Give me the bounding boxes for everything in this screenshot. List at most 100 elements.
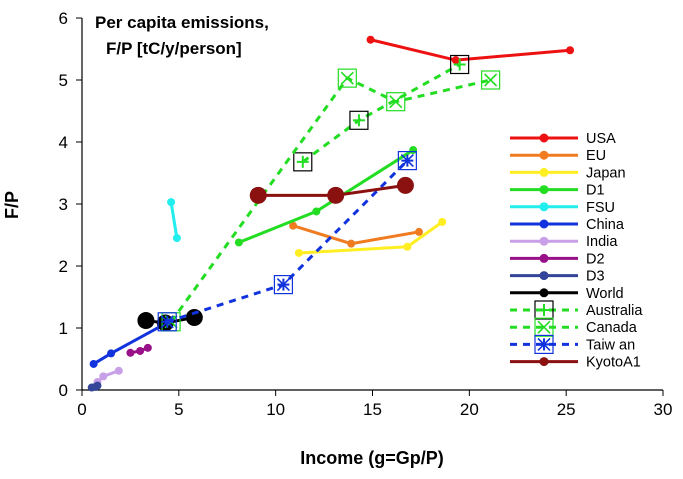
legend-item-d3: D3 [510, 269, 605, 285]
y-tick-label: 6 [59, 9, 68, 28]
legend-marker [539, 271, 549, 281]
data-point-eu [289, 221, 298, 230]
legend-item-kyotoa1: KyotoA1 [510, 355, 641, 371]
legend-item-china: China [510, 217, 625, 233]
data-point-canada [386, 92, 406, 112]
series-canada [161, 68, 501, 332]
legend-marker [534, 317, 554, 337]
x-tick-label: 0 [77, 400, 86, 419]
chart-title: Per capita emissions, [95, 13, 269, 32]
legend-item-japan: Japan [510, 165, 626, 181]
x-axis-title: Income (g=Gp/P) [300, 448, 444, 468]
legend-label: Canada [586, 320, 638, 336]
y-tick-label: 0 [59, 381, 68, 400]
data-point-kyotoa1 [327, 186, 345, 204]
data-point-australia [293, 152, 313, 172]
data-point-china [107, 349, 116, 358]
data-point-taiw-an [273, 275, 294, 295]
legend-label: FSU [586, 200, 615, 216]
y-axis-title: F/P [2, 191, 22, 219]
legend-marker [539, 357, 549, 367]
data-point-taiw-an [397, 151, 417, 171]
series-layer [87, 35, 575, 392]
title-box: Per capita emissions, F/P [tC/y/person] [90, 8, 328, 64]
legend-marker [534, 334, 554, 354]
legend-marker [539, 202, 549, 212]
legend-marker [539, 253, 549, 263]
legend-label: Australia [586, 303, 643, 319]
data-point-canada [337, 68, 357, 88]
legend-item-world: World [510, 286, 624, 302]
data-point-japan [438, 217, 447, 226]
legend-label: KyotoA1 [586, 355, 641, 371]
y-tick-label: 1 [59, 319, 68, 338]
legend-item-d1: D1 [510, 183, 605, 199]
data-point-d3 [93, 381, 102, 390]
series-eu [289, 221, 423, 248]
data-point-japan [403, 242, 412, 251]
legend-marker [539, 150, 549, 160]
data-point-australia [450, 54, 470, 75]
data-point-taiw-an [157, 312, 177, 332]
data-point-eu [347, 239, 356, 248]
series-line-canada [169, 76, 491, 323]
legend-marker [539, 167, 549, 177]
legend-label: India [586, 234, 618, 250]
legend-item-taiw-an: Taiw an [510, 334, 635, 354]
data-point-d1 [234, 238, 243, 247]
legend-marker [534, 300, 554, 320]
legend-label: China [586, 217, 625, 233]
legend-label: USA [586, 131, 616, 147]
legend-label: World [586, 286, 624, 302]
x-tick-label: 30 [654, 400, 673, 419]
series-kyotoa1 [249, 176, 414, 204]
data-point-fsu [167, 198, 176, 207]
legend-item-india: India [510, 234, 618, 250]
title-background [90, 8, 328, 64]
legend-marker [539, 236, 549, 246]
x-tick-label: 15 [363, 400, 382, 419]
y-tick-label: 5 [59, 71, 68, 90]
data-point-world [185, 308, 203, 326]
data-point-usa [366, 35, 375, 44]
data-point-fsu [172, 234, 181, 243]
data-point-d2 [143, 343, 152, 352]
series-d2 [126, 343, 152, 357]
tick-group: 0 5 10 15 20 25 30 0 1 2 3 4 5 6 [59, 9, 673, 419]
series-usa [366, 35, 575, 65]
x-tick-label: 5 [174, 400, 183, 419]
data-point-usa [566, 46, 575, 55]
legend-marker [539, 219, 549, 229]
x-tick-label: 25 [557, 400, 576, 419]
series-taiw-an [157, 151, 417, 332]
legend-label: Japan [586, 165, 626, 181]
x-tick-label: 10 [266, 400, 285, 419]
legend-label: D2 [586, 251, 605, 267]
legend-item-fsu: FSU [510, 200, 615, 216]
legend-item-eu: EU [510, 148, 606, 164]
y-tick-label: 3 [59, 195, 68, 214]
legend-label: Taiw an [586, 337, 635, 353]
legend-marker [539, 288, 549, 298]
data-point-australia [349, 110, 369, 130]
data-point-usa [451, 56, 460, 65]
series-australia [293, 54, 470, 172]
data-point-d1 [312, 207, 321, 216]
legend-item-canada: Canada [510, 317, 638, 337]
legend-label: D3 [586, 269, 605, 285]
legend-item-australia: Australia [510, 300, 643, 320]
legend-label: D1 [586, 183, 605, 199]
data-point-china [89, 359, 98, 368]
legend-label: EU [586, 148, 606, 164]
series-d1 [234, 146, 418, 247]
legend-marker [539, 185, 549, 195]
data-point-kyotoa1 [249, 186, 267, 204]
series-fsu [167, 198, 181, 243]
data-point-india [99, 372, 108, 381]
data-point-eu [414, 227, 423, 236]
y-tick-label: 4 [59, 133, 68, 152]
